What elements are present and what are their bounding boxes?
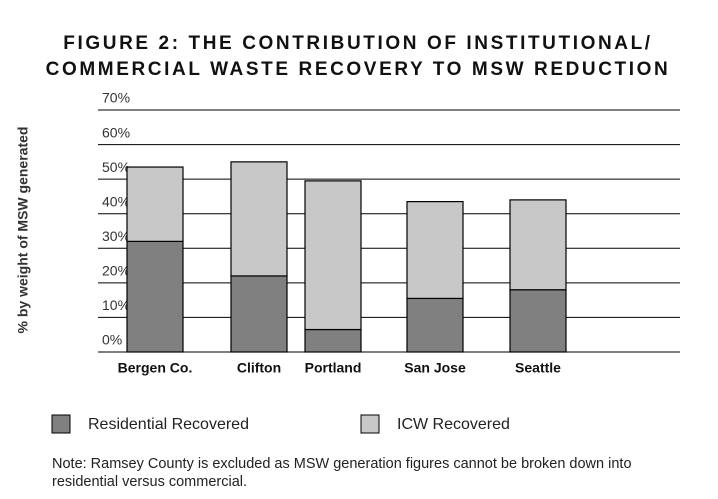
y-tick-label: 10% xyxy=(102,297,130,313)
note: Note: Ramsey County is excluded as MSW g… xyxy=(52,456,632,490)
bar-segment xyxy=(509,199,567,291)
bar-segment xyxy=(304,180,362,331)
bar-segment xyxy=(230,275,288,353)
x-tick-label: Portland xyxy=(305,360,362,376)
y-tick-label: 20% xyxy=(102,263,130,279)
x-tick-label: Seattle xyxy=(515,360,561,376)
y-tick-label: 40% xyxy=(102,193,130,209)
legend-swatch xyxy=(51,414,71,434)
legend-label: ICW Recovered xyxy=(397,416,510,433)
y-tick-label: 0% xyxy=(102,332,122,348)
bar-segment xyxy=(230,161,288,277)
bar-segment xyxy=(406,201,464,300)
legend-label: Residential Recovered xyxy=(88,416,249,433)
bar-segment xyxy=(126,240,184,353)
y-tick-label: 60% xyxy=(102,124,130,140)
x-tick-label: San Jose xyxy=(404,360,466,376)
bar-segment xyxy=(406,297,464,353)
y-tick-label: 70% xyxy=(102,90,130,106)
chart-title: COMMERCIAL WASTE RECOVERY TO MSW REDUCTI… xyxy=(46,59,671,80)
y-tick-label: 30% xyxy=(102,228,130,244)
bar-segment xyxy=(126,166,184,242)
chart-title: FIGURE 2: THE CONTRIBUTION OF INSTITUTIO… xyxy=(63,33,652,54)
x-tick-label: Clifton xyxy=(237,360,281,376)
legend-swatch xyxy=(360,414,380,434)
bar-segment xyxy=(509,289,567,353)
y-axis-label: % by weight of MSW generated xyxy=(15,127,31,334)
bar-segment xyxy=(304,328,362,353)
y-tick-label: 50% xyxy=(102,159,130,175)
x-tick-label: Bergen Co. xyxy=(118,360,193,376)
